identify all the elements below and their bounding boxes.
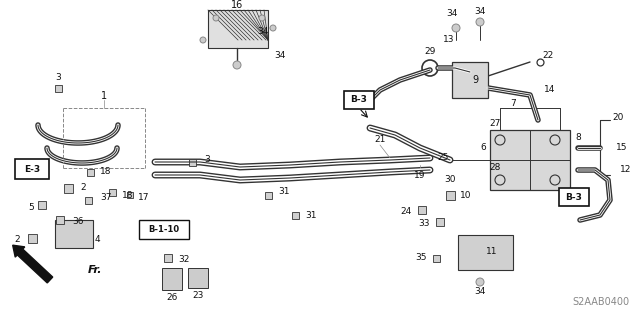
Text: 31: 31 xyxy=(305,211,317,219)
Text: 17: 17 xyxy=(138,194,150,203)
Text: 22: 22 xyxy=(542,50,554,60)
Circle shape xyxy=(200,37,206,43)
FancyArrow shape xyxy=(13,245,52,283)
Bar xyxy=(458,235,513,270)
Bar xyxy=(445,190,454,199)
Text: 9: 9 xyxy=(472,75,478,85)
Text: B-3: B-3 xyxy=(351,95,367,105)
Bar xyxy=(418,206,426,214)
Text: 12: 12 xyxy=(620,166,632,174)
Text: S2AAB0400: S2AAB0400 xyxy=(572,297,629,307)
Text: 3: 3 xyxy=(204,155,210,165)
Bar xyxy=(109,189,115,196)
Text: 15: 15 xyxy=(616,144,628,152)
FancyBboxPatch shape xyxy=(15,159,49,179)
Text: 32: 32 xyxy=(178,256,189,264)
Bar xyxy=(38,201,46,209)
Circle shape xyxy=(476,278,484,286)
Circle shape xyxy=(213,15,219,21)
Text: 33: 33 xyxy=(419,219,430,228)
Bar xyxy=(54,85,61,92)
Bar xyxy=(433,255,440,262)
Text: B-1-10: B-1-10 xyxy=(148,226,180,234)
Bar xyxy=(490,130,570,190)
Bar xyxy=(164,254,172,262)
Bar xyxy=(56,216,64,224)
Bar xyxy=(291,211,298,219)
Bar xyxy=(208,10,268,48)
Text: 14: 14 xyxy=(544,85,556,94)
Circle shape xyxy=(476,18,484,26)
Text: 28: 28 xyxy=(490,164,500,173)
Text: 35: 35 xyxy=(415,254,427,263)
Bar xyxy=(436,218,444,226)
FancyBboxPatch shape xyxy=(344,91,374,109)
Bar xyxy=(84,197,92,204)
FancyBboxPatch shape xyxy=(559,188,589,206)
Text: 34: 34 xyxy=(474,8,486,17)
Text: 10: 10 xyxy=(460,190,472,199)
Text: 36: 36 xyxy=(72,218,83,226)
Bar xyxy=(28,234,36,242)
Text: 8: 8 xyxy=(575,133,581,143)
Bar xyxy=(189,159,195,166)
Text: 34: 34 xyxy=(474,287,486,296)
Bar xyxy=(452,62,488,98)
Text: 18: 18 xyxy=(122,190,134,199)
Text: 3: 3 xyxy=(55,73,61,83)
Circle shape xyxy=(270,25,276,31)
Text: 31: 31 xyxy=(278,188,289,197)
Text: 2: 2 xyxy=(80,183,86,192)
Text: 11: 11 xyxy=(486,248,498,256)
Text: 19: 19 xyxy=(414,170,426,180)
Text: 2: 2 xyxy=(14,235,20,244)
Text: 34: 34 xyxy=(275,50,285,60)
Circle shape xyxy=(259,15,265,21)
Text: 16: 16 xyxy=(231,0,243,10)
Text: 23: 23 xyxy=(192,292,204,300)
Bar xyxy=(63,183,72,192)
Text: 20: 20 xyxy=(612,114,624,122)
Text: 30: 30 xyxy=(444,175,456,184)
Bar xyxy=(162,268,182,290)
Text: 34: 34 xyxy=(446,10,458,19)
Text: 34: 34 xyxy=(257,27,269,36)
Text: 1: 1 xyxy=(101,91,107,101)
Text: 6: 6 xyxy=(480,144,486,152)
Text: 25: 25 xyxy=(437,153,449,162)
Text: Fr.: Fr. xyxy=(88,265,102,275)
Bar xyxy=(55,220,93,248)
Circle shape xyxy=(452,24,460,32)
Text: 5: 5 xyxy=(28,203,34,211)
Text: 21: 21 xyxy=(374,136,386,145)
Text: 4: 4 xyxy=(95,235,100,244)
Text: E-3: E-3 xyxy=(24,165,40,174)
Bar xyxy=(188,268,208,288)
Text: 24: 24 xyxy=(401,207,412,217)
FancyBboxPatch shape xyxy=(139,220,189,239)
Text: 27: 27 xyxy=(490,118,500,128)
Bar xyxy=(127,192,133,198)
Text: 13: 13 xyxy=(444,35,455,44)
Text: 18: 18 xyxy=(100,167,111,176)
Text: 29: 29 xyxy=(424,48,436,56)
Text: B-3: B-3 xyxy=(566,192,582,202)
Text: 7: 7 xyxy=(510,99,516,108)
Bar xyxy=(86,168,93,175)
Text: 37: 37 xyxy=(100,194,111,203)
Bar xyxy=(264,191,271,198)
Text: 26: 26 xyxy=(166,293,178,302)
Circle shape xyxy=(233,61,241,69)
